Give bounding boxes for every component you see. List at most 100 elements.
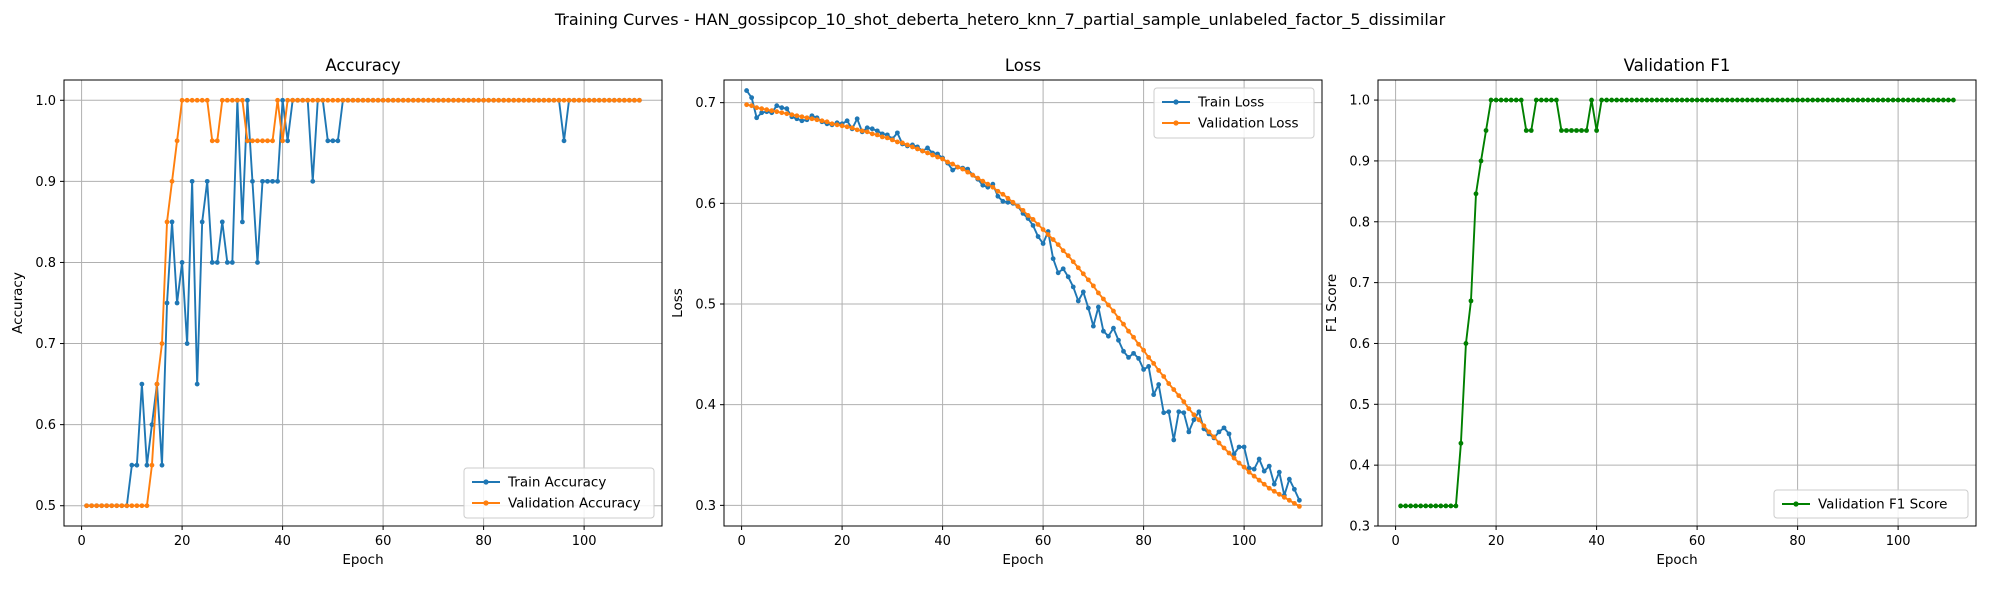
chart-2-series-2-point	[819, 118, 825, 124]
chart-2-series-1-point	[1070, 284, 1076, 290]
chart-3-series-1-point	[1523, 128, 1529, 133]
chart-2-series-2-point	[1191, 412, 1197, 418]
chart-1-series-1-point	[310, 178, 316, 184]
chart-2-series-2-point	[759, 106, 765, 112]
chart-3-series-1-point	[1674, 97, 1680, 103]
chart-2-series-2-point	[774, 109, 780, 115]
chart-2-series-2-point	[859, 128, 865, 134]
chart-1-legend-label: Train Accuracy	[507, 475, 606, 491]
chart-2-series-1-point	[864, 125, 870, 131]
chart-1-series-2-point	[496, 97, 502, 103]
chart-1-y-tick-label: 0.5	[35, 499, 56, 514]
chart-2-series-2-point	[889, 137, 895, 143]
chart-1-series-2-point	[606, 97, 612, 103]
chart-1-series-2-point	[506, 97, 512, 103]
chart-2-series-2-point	[1271, 488, 1277, 494]
chart-3-series-1-point	[1518, 97, 1524, 103]
chart-2-series-2-point	[799, 114, 805, 120]
chart-1-series-1-point	[280, 97, 285, 103]
chart-1-series-2-point	[531, 97, 537, 103]
chart-1-series-2-point	[255, 138, 260, 144]
chart-2-series-2-point	[1060, 248, 1066, 254]
chart-3-series-1-point	[1428, 503, 1434, 509]
chart-1-series-1-point	[214, 260, 220, 265]
chart-2-series-1-point	[1226, 431, 1232, 437]
chart-2-series-2-point	[1111, 308, 1116, 314]
chart-1-series-2-point	[576, 97, 582, 103]
chart-2-series-2-point	[1246, 469, 1252, 475]
chart-3-series-1-point	[1664, 97, 1670, 103]
chart-1-series-2-point	[164, 219, 170, 225]
chart-2-series-2-point	[1186, 406, 1192, 412]
chart-1-series-2-point	[134, 503, 140, 509]
chart-2-series-1-point	[784, 106, 790, 112]
chart-3-series-1-point	[1920, 97, 1926, 103]
chart-1-series-2-point	[315, 97, 321, 103]
chart-2-series-1-point	[754, 115, 760, 121]
chart-3-series-1-point	[1533, 97, 1539, 103]
chart-2-series-1-point	[799, 118, 805, 124]
chart-3-series-1-point	[1805, 97, 1811, 103]
chart-2-series-2-point	[829, 121, 835, 127]
chart-2-y-tick-label: 0.4	[695, 398, 716, 413]
chart-2-series-1-point	[1271, 481, 1277, 487]
chart-2-series-2-point	[854, 127, 860, 133]
chart-1-series-2-point	[631, 97, 637, 103]
chart-1-series-1-point	[245, 97, 250, 103]
chart-3-series-1-point	[1855, 97, 1861, 103]
chart-2-series-2-point	[955, 164, 961, 170]
chart-1-series-2-point	[229, 97, 235, 103]
chart-1-series-1-point	[159, 462, 165, 468]
chart-3-series-1-point	[1614, 97, 1620, 103]
chart-3-y-tick-label: 0.9	[1349, 154, 1370, 169]
chart-panel-2: 0 20 40 60 80 100 0.3 0.4 0.5 0.6 0.7 Loss Epoch Loss…	[670, 56, 1323, 568]
chart-1-series-2-point	[511, 97, 517, 103]
chart-2-series-2-point	[744, 102, 750, 108]
chart-3-series-1-point	[1910, 97, 1916, 103]
chart-1-series-2-point	[561, 97, 567, 103]
chart-1-series-2-point	[466, 97, 471, 103]
chart-2-legend-swatch-marker	[1173, 120, 1179, 126]
chart-1-series-2-point	[174, 138, 180, 144]
chart-3-series-1-point	[1634, 97, 1640, 103]
chart-1-series-2-point	[300, 97, 306, 103]
chart-1-series-2-point	[375, 97, 381, 103]
chart-2-series-2-point	[874, 132, 880, 138]
chart-1-series-1-point	[174, 300, 180, 306]
chart-2-series-1-point	[1181, 410, 1187, 416]
chart-2-series-2-point	[1156, 368, 1162, 373]
chart-3-series-1-point	[1940, 97, 1946, 103]
chart-1-series-2-point	[425, 97, 431, 103]
chart-3-series-1-point	[1478, 158, 1484, 164]
chart-2-legend: Train Loss Validation Loss	[1153, 87, 1315, 139]
chart-2-y-tick-label: 0.3	[695, 499, 716, 514]
chart-3-series-1-point	[1423, 503, 1429, 509]
chart-2-series-2-point	[1181, 399, 1187, 405]
chart-1-series-2-point	[320, 97, 326, 103]
chart-3-series-1-point	[1609, 97, 1615, 103]
chart-3-series-1-point	[1734, 97, 1740, 103]
chart-1-series-2-point	[586, 97, 592, 103]
chart-1-series-2-point	[551, 97, 557, 103]
chart-1-series-1-point	[209, 260, 215, 265]
chart-3-legend-swatch-marker	[1793, 501, 1799, 507]
chart-2-series-2-point	[995, 188, 1001, 194]
chart-2-series-2-point	[1201, 423, 1207, 429]
chart-1-series-2-point	[420, 97, 426, 103]
chart-2-series-1-point	[1126, 354, 1131, 360]
chart-1-series-2-point	[159, 341, 165, 346]
chart-2-series-2-point	[975, 175, 981, 181]
chart-3-x-tick-label: 0	[1391, 534, 1399, 549]
chart-3-series-1-point	[1820, 97, 1826, 103]
chart-1-series-2-point	[149, 462, 155, 468]
chart-1-series-1-point	[270, 178, 275, 184]
chart-2-x-tick-label: 80	[1135, 534, 1152, 549]
chart-2-series-1-point	[995, 193, 1001, 199]
chart-3-series-1-point	[1629, 97, 1635, 103]
chart-2-series-1-point	[1261, 468, 1267, 474]
chart-panel-3: 0 20 40 60 80 100 0.3 0.4 0.5 0.6 0.7 0.8 0.9 1.0 Vali…	[1324, 56, 1977, 568]
chart-2-series-2-point	[1005, 195, 1011, 201]
chart-1-series-2-point	[581, 97, 587, 103]
chart-1-x-tick-label: 60	[375, 534, 392, 549]
chart-3-series-1-point	[1508, 97, 1514, 103]
